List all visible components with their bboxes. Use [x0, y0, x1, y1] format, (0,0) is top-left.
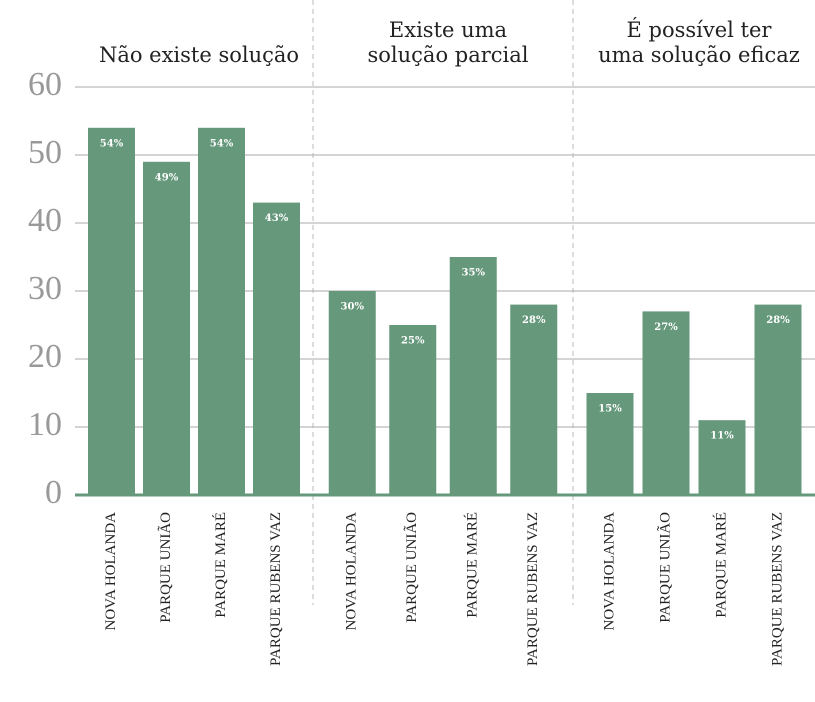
y-tick-label: 20 [28, 338, 62, 375]
x-tick-label: PARQUE UNIÃO [158, 512, 174, 623]
bar [143, 161, 190, 496]
x-tick-label: PARQUE RUBENS VAZ [525, 512, 541, 666]
bar [328, 291, 376, 495]
y-tick-label: 0 [45, 474, 62, 511]
x-tick-label: NOVA HOLANDA [103, 512, 119, 631]
bar [198, 127, 245, 496]
value-label: 28% [766, 315, 790, 326]
bar [510, 304, 558, 495]
bar [88, 127, 135, 496]
value-label: 30% [341, 302, 365, 313]
value-label: 27% [654, 322, 678, 333]
x-tick-label: PARQUE UNIÃO [404, 512, 420, 623]
value-label: 11% [710, 431, 734, 442]
x-tick-label: PARQUE MARÉ [464, 512, 481, 618]
x-tick-label: PARQUE RUBENS VAZ [769, 512, 785, 666]
group-title: solução parcial [368, 43, 529, 67]
value-label: 43% [265, 213, 289, 224]
group-title: uma solução eficaz [598, 43, 800, 67]
value-label: 15% [598, 404, 622, 415]
bar [586, 393, 634, 495]
value-label: 35% [462, 268, 486, 279]
value-label: 25% [401, 336, 425, 347]
group-title: Não existe solução [99, 43, 299, 67]
bar [449, 257, 497, 495]
value-label: 54% [210, 138, 234, 149]
y-tick-label: 60 [28, 66, 62, 103]
value-label: 54% [100, 138, 124, 149]
bar [698, 420, 746, 495]
value-label: 28% [522, 315, 546, 326]
y-tick-label: 30 [28, 270, 62, 307]
group-title: Existe uma [389, 18, 507, 42]
x-tick-label: NOVA HOLANDA [601, 512, 617, 631]
bar [754, 304, 802, 495]
value-label: 49% [155, 172, 179, 183]
bar [253, 202, 300, 495]
y-tick-label: 40 [28, 202, 62, 239]
y-tick-label: 50 [28, 134, 62, 171]
y-tick-label: 10 [28, 406, 62, 443]
x-tick-label: NOVA HOLANDA [344, 512, 360, 631]
x-tick-label: PARQUE MARÉ [712, 512, 729, 618]
x-tick-label: PARQUE MARÉ [212, 512, 229, 618]
bar [389, 325, 437, 495]
bar [642, 311, 690, 495]
group-title: É possível ter [627, 18, 773, 42]
x-tick-label: PARQUE RUBENS VAZ [268, 512, 284, 666]
x-tick-label: PARQUE UNIÃO [657, 512, 673, 623]
